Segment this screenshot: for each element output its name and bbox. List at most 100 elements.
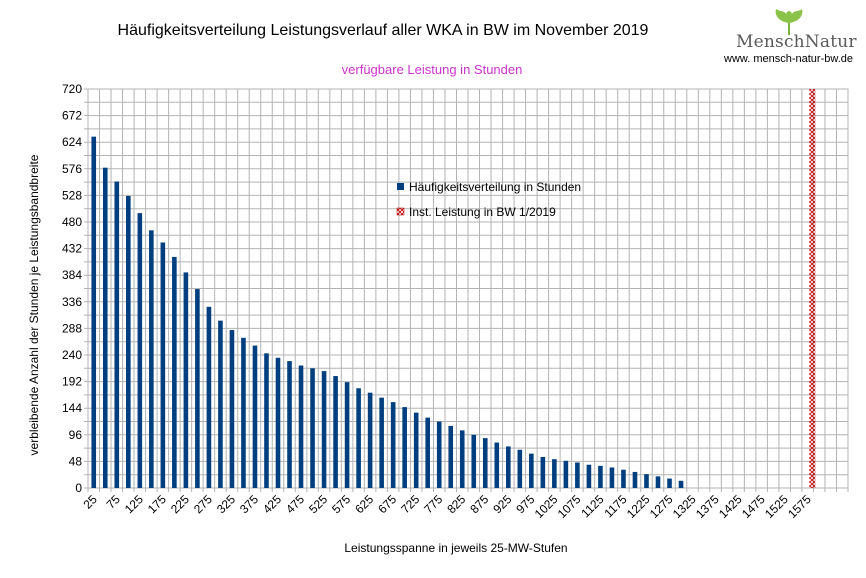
logo-brand: MenschNatur xyxy=(736,32,857,52)
bar xyxy=(264,353,269,488)
bar xyxy=(183,272,189,488)
legend: Häufigkeitsverteilung in Stunden Inst. L… xyxy=(396,180,581,219)
bar xyxy=(459,430,465,488)
bar xyxy=(413,412,419,488)
y-tick-label: 48 xyxy=(69,454,83,468)
bar xyxy=(586,464,592,488)
bar xyxy=(149,230,154,488)
x-tick-label: 1025 xyxy=(532,492,561,521)
x-tick-label: 1325 xyxy=(670,492,699,521)
x-tick-label: 175 xyxy=(145,492,169,516)
bar xyxy=(91,136,97,489)
bar xyxy=(379,397,384,488)
x-tick-label: 75 xyxy=(104,492,124,512)
legend-swatch-installed xyxy=(396,207,405,216)
bar xyxy=(632,471,638,488)
logo: MenschNatur www. mensch-natur-bw.de xyxy=(724,6,862,66)
bar xyxy=(598,465,603,488)
bar xyxy=(172,256,177,488)
bar xyxy=(575,462,580,488)
y-axis-label: verbleibende Anzahl der Stunden je Leist… xyxy=(27,154,41,455)
y-tick-label: 528 xyxy=(62,188,82,202)
y-tick-label: 624 xyxy=(62,135,82,149)
x-tick-label: 725 xyxy=(398,492,422,516)
x-tick-label: 625 xyxy=(352,492,376,516)
x-tick-label: 525 xyxy=(306,492,330,516)
x-tick-label: 825 xyxy=(444,492,468,516)
bar xyxy=(298,365,304,488)
x-tick-label: 875 xyxy=(467,492,491,516)
chart-title: Häufigkeitsverteilung Leistungsverlauf a… xyxy=(117,22,649,39)
x-tick-label: 325 xyxy=(214,492,238,516)
bar xyxy=(390,402,396,488)
bar xyxy=(609,467,615,488)
bar xyxy=(195,289,200,488)
legend-label-frequency: Häufigkeitsverteilung in Stunden xyxy=(409,180,581,194)
installed-capacity-line xyxy=(809,89,816,488)
bar xyxy=(160,242,166,488)
x-tick-label: 1525 xyxy=(762,492,791,521)
x-tick-label: 425 xyxy=(260,492,284,516)
x-axis-label: Leistungsspanne in jeweils 25-MW-Stufen xyxy=(344,541,567,555)
y-tick-label: 0 xyxy=(75,481,82,495)
bar xyxy=(644,474,649,488)
ginkgo-leaf-icon xyxy=(775,9,803,35)
x-tick-label: 675 xyxy=(375,492,399,516)
y-tick-label: 384 xyxy=(62,268,82,282)
y-tick-label: 720 xyxy=(62,82,82,96)
bar xyxy=(494,442,500,488)
x-tick-label: 1475 xyxy=(739,492,768,521)
x-tick-label: 1125 xyxy=(578,492,606,520)
grid-horizontal xyxy=(84,88,848,489)
bar xyxy=(241,337,246,488)
x-tick-label: 1275 xyxy=(647,492,676,521)
y-tick-label: 432 xyxy=(62,242,82,256)
bar xyxy=(540,456,546,488)
bar xyxy=(402,407,407,488)
bar xyxy=(356,388,361,488)
y-tick-label: 480 xyxy=(62,215,82,229)
bar xyxy=(126,195,131,488)
bar xyxy=(275,357,281,488)
legend-swatch-frequency xyxy=(397,183,404,190)
x-tick-label: 1225 xyxy=(624,492,653,521)
x-tick-label: 575 xyxy=(329,492,353,516)
legend-label-installed: Inst. Leistung in BW 1/2019 xyxy=(409,205,556,219)
y-axis-ticks: 0 48 96 144 192 240 288 336 384 432 480 528 576 624 67… xyxy=(62,82,82,495)
x-tick-label: 475 xyxy=(283,492,307,516)
x-tick-label: 775 xyxy=(421,492,445,516)
bar xyxy=(425,417,430,488)
installed-capacity-marker xyxy=(809,89,816,488)
bar xyxy=(436,421,442,488)
bar xyxy=(552,459,557,488)
x-tick-label: 1075 xyxy=(555,492,584,521)
logo-url: www. mensch-natur-bw.de xyxy=(724,53,853,65)
bar xyxy=(229,330,235,488)
y-tick-label: 192 xyxy=(62,375,82,389)
bar xyxy=(621,469,626,488)
bar xyxy=(321,371,327,488)
x-tick-label: 1175 xyxy=(601,492,629,520)
bar xyxy=(667,478,672,488)
x-tick-label: 1375 xyxy=(693,492,722,521)
y-tick-label: 336 xyxy=(62,295,82,309)
bar xyxy=(448,425,454,488)
y-tick-label: 240 xyxy=(62,348,82,362)
bar xyxy=(529,453,534,488)
y-tick-label: 576 xyxy=(62,162,82,176)
x-axis-ticks: 25 75125175225275325375425475525575625675… xyxy=(81,492,815,521)
bar xyxy=(333,376,338,488)
bar xyxy=(517,449,523,488)
bar xyxy=(471,434,477,488)
x-tick-label: 125 xyxy=(122,492,146,516)
bar xyxy=(678,480,684,488)
y-tick-label: 96 xyxy=(69,428,83,442)
bar xyxy=(344,382,350,488)
bar xyxy=(655,476,661,488)
y-tick-label: 672 xyxy=(62,109,82,123)
bar xyxy=(206,306,212,488)
x-tick-label: 225 xyxy=(168,492,192,516)
bar xyxy=(137,213,143,488)
x-tick-label: 925 xyxy=(490,492,514,516)
